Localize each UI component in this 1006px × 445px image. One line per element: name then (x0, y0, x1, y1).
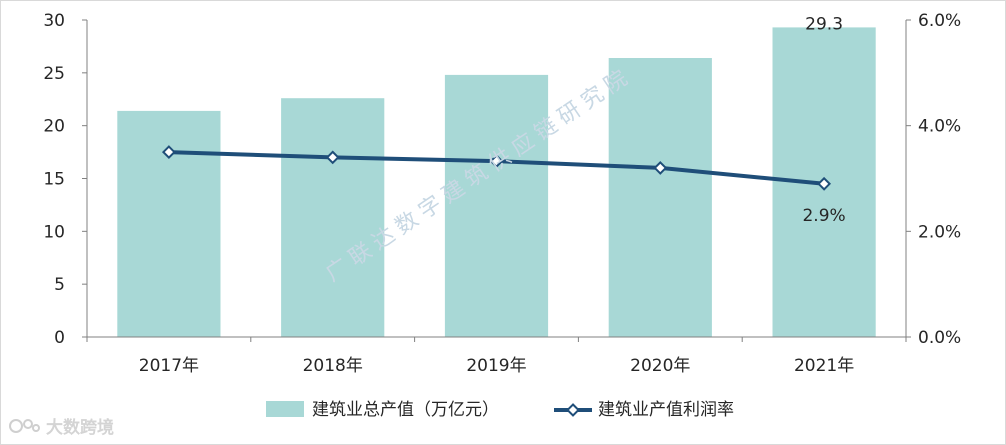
logo-text: 大数跨境 (46, 417, 114, 438)
line-point-1 (161, 145, 176, 159)
x-tick-label: 2019年 (466, 356, 526, 376)
y-left-tick-label: 20 (43, 117, 65, 137)
x-tick-label: 2021年 (794, 356, 854, 376)
legend-marker-icon (566, 403, 580, 417)
y-left-tick-label: 10 (43, 222, 65, 242)
data-label: 29.3 (805, 14, 843, 34)
y-right-tick-label: 0.0% (918, 328, 961, 348)
bar-3 (444, 74, 549, 338)
line-point-2 (325, 150, 340, 165)
y-left-tick-label: 25 (43, 64, 65, 84)
y-left-tick-label: 0 (54, 328, 65, 348)
data-labels-layer: 29.3 2.9% (802, 14, 845, 225)
logo-mark-icon (9, 419, 40, 433)
y-left-tick-label: 30 (43, 11, 65, 31)
bar-2 (281, 98, 385, 337)
line-point-4 (653, 161, 668, 175)
line-point-5 (817, 176, 832, 191)
axes-layer: 0 5 10 15 20 25 30 0.0% 2.0% 4.0% 6.0% 2017年 2018年 20… (43, 11, 961, 376)
data-label: 2.9% (802, 206, 845, 226)
x-tick-label: 2017年 (139, 356, 199, 376)
legend-label-line: 建筑业产值利润率 (598, 400, 734, 420)
line-point-3 (489, 154, 504, 168)
bar-1 (117, 110, 221, 338)
x-tick-label: 2020年 (630, 356, 690, 376)
y-right-tick-label: 4.0% (918, 117, 961, 137)
x-tick-label: 2018年 (303, 356, 363, 376)
y-left-tick-label: 5 (54, 275, 65, 295)
y-left-tick-label: 15 (43, 170, 65, 190)
legend-swatch-bar (266, 401, 304, 417)
y-right-tick-label: 6.0% (918, 11, 961, 31)
legend-label-bar: 建筑业总产值（万亿元） (312, 400, 499, 420)
legend: 建筑业总产值（万亿元） 建筑业产值利润率 (266, 400, 734, 420)
logo: 大数跨境 (9, 417, 114, 438)
bar-4 (608, 58, 712, 337)
line-layer (161, 145, 832, 191)
y-right-tick-label: 2.0% (918, 222, 961, 242)
bars-layer (117, 27, 876, 338)
